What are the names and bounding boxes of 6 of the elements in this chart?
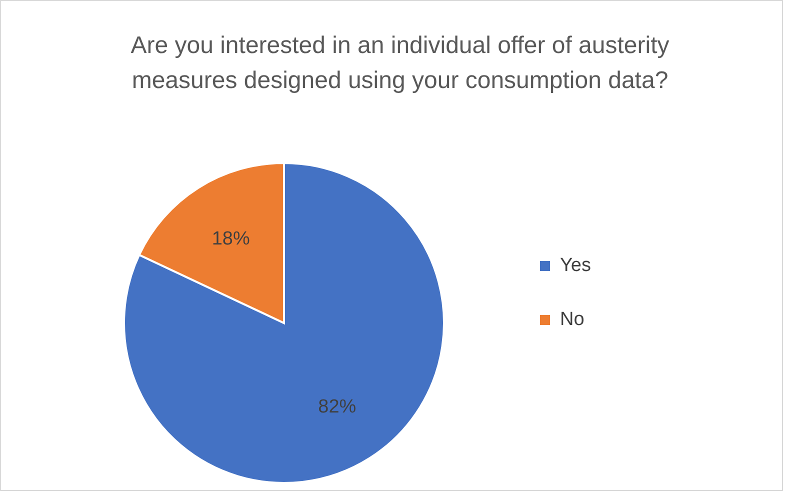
pie-slice — [123, 162, 445, 484]
chart-title: Are you interested in an individual offer of austerity measures designed using your consumption data? — [130, 31, 670, 96]
data-label: 18% — [212, 228, 250, 250]
legend-label: Yes — [559, 255, 591, 277]
legend-label: No — [559, 309, 586, 331]
data-label: 82% — [318, 396, 356, 418]
